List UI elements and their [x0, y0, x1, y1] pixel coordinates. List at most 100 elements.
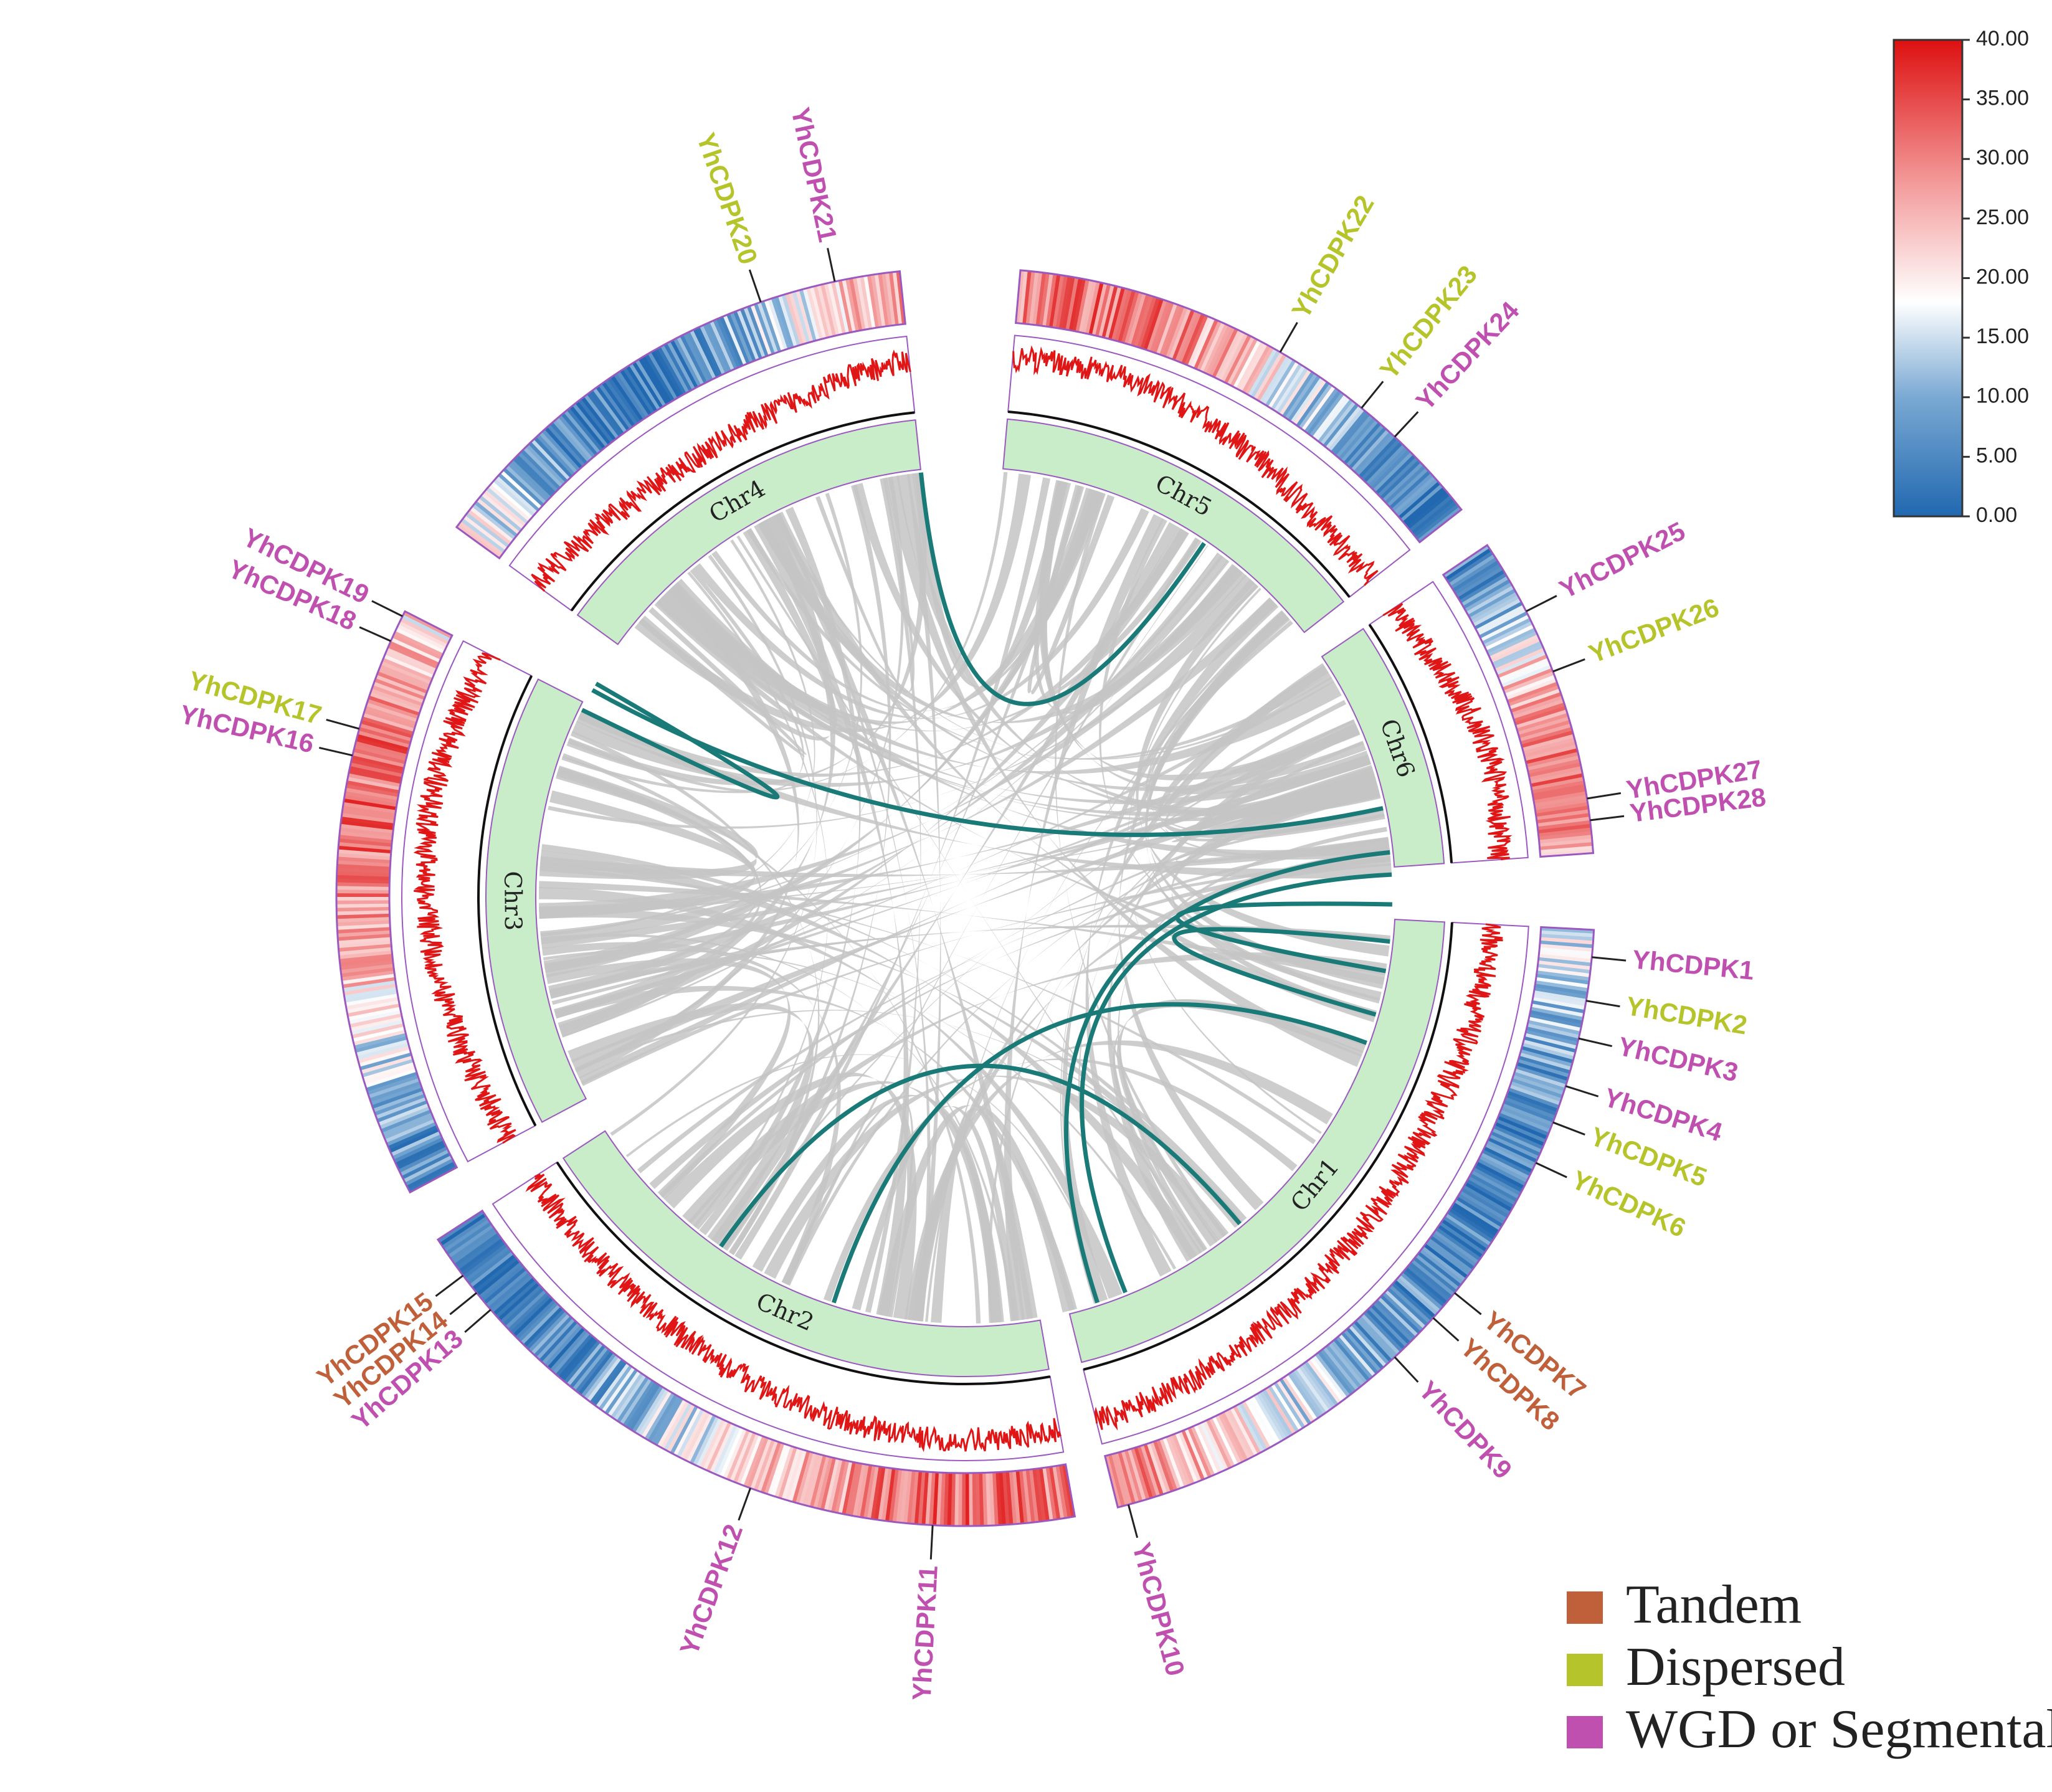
heatmap-bin [1433, 1230, 1479, 1264]
heatmap-bin [352, 1026, 405, 1042]
heatmap-bin [467, 1248, 512, 1284]
heatmap-bin [1407, 492, 1451, 530]
heatmap-bin [1474, 1164, 1523, 1193]
heatmap-bin [1309, 392, 1345, 437]
gene-leader-line [1535, 1162, 1567, 1178]
heatmap-bin [1209, 1418, 1235, 1467]
heatmap-bin [1062, 1464, 1075, 1517]
track-axis [477, 675, 537, 1127]
heatmap-bin [1341, 1332, 1379, 1375]
heatmap-bin [1441, 1219, 1488, 1253]
heatmap-bin [1072, 278, 1086, 332]
heatmap-bin [1194, 319, 1219, 370]
heatmap-bin [348, 1006, 401, 1021]
heatmap-bin [566, 407, 604, 452]
gene-leader-line [435, 1274, 464, 1297]
heatmap-bin [895, 1469, 906, 1523]
chromosome-band [1068, 919, 1445, 1363]
heatmap-bin [1196, 1423, 1222, 1474]
heatmap-bin [878, 273, 890, 327]
heatmap-bin [660, 344, 690, 393]
synteny-ribbon [687, 571, 829, 1228]
legend-item-tandem: Tandem [1567, 1575, 1802, 1635]
heatmap-border [1103, 926, 1595, 1509]
heatmap-bin [1459, 572, 1508, 604]
heatmap-bin [936, 1472, 943, 1526]
heatmap-bin [1351, 1322, 1390, 1365]
heatmap-bin [1497, 1116, 1548, 1140]
heatmap-bin [771, 297, 792, 349]
heatmap-bin [337, 923, 391, 930]
heatmap-bin [1307, 390, 1342, 435]
heatmap-bin [561, 412, 599, 456]
heatmap-bin [508, 462, 549, 502]
heatmap-bin [1527, 759, 1580, 775]
heatmap-bin [1325, 405, 1362, 450]
synteny-ribbon [669, 537, 1202, 731]
heatmap-bin [1452, 560, 1499, 592]
heatmap-bin [351, 754, 404, 771]
heatmap-bin [1035, 272, 1047, 326]
heatmap-bin [386, 1121, 437, 1147]
heatmap-bin [367, 698, 419, 719]
synteny-ribbon [682, 952, 1387, 1224]
heatmap-bin [558, 1335, 596, 1379]
heatmap-bin [995, 1472, 1002, 1525]
heatmap-bin [360, 1055, 413, 1074]
heatmap-bin [899, 1469, 909, 1524]
colorbar-ticks: 40.00 35.00 30.00 25.00 20.00 15.00 10.00 5.00 0… [1962, 27, 2029, 527]
heatmap-bin [497, 1282, 540, 1321]
heatmap-bin [338, 933, 391, 941]
heatmap-bin [396, 1143, 447, 1170]
heatmap-bin [892, 272, 903, 325]
heatmap-bin [1509, 688, 1561, 710]
heatmap-bin [458, 521, 504, 556]
heatmap-bin [663, 343, 693, 392]
heatmap-bin [1323, 403, 1359, 448]
heatmap-bin [533, 1316, 573, 1357]
heatmap-bin [712, 1424, 738, 1475]
heatmap-bin [1028, 1469, 1039, 1522]
heatmap-bin [1244, 1399, 1274, 1448]
heatmap-bin [1537, 817, 1590, 828]
heatmap-bin [805, 1454, 824, 1507]
heatmap-bin [346, 996, 399, 1010]
heatmap-bin [552, 1331, 591, 1375]
heatmap-bin [1159, 1438, 1181, 1490]
heatmap-bin [1276, 367, 1309, 414]
heatmap-bin [792, 291, 810, 343]
heatmap-bin [403, 1155, 452, 1183]
heatmap-bin [472, 1254, 516, 1291]
heatmap-bin [1149, 1441, 1171, 1494]
synteny-ribbon [1146, 620, 1375, 813]
heatmap-bin [1177, 1431, 1202, 1482]
heatmap-bin [336, 893, 390, 897]
heatmap-bin [921, 1471, 929, 1525]
synteny-ribbon [906, 473, 941, 1322]
heatmap-bin [354, 1032, 407, 1050]
legend-swatch [1567, 1716, 1603, 1748]
heatmap-bin [343, 983, 397, 995]
heatmap-bin [381, 1109, 432, 1133]
heatmap-bin [1417, 506, 1462, 543]
gene-leader-line [1394, 411, 1419, 438]
heatmap-bin [592, 387, 627, 433]
heatmap-bin [1365, 1309, 1405, 1350]
heatmap-bin [1519, 723, 1572, 742]
heatmap-bin [1273, 365, 1306, 412]
heatmap-bin [756, 1440, 778, 1492]
heatmap-bin [341, 973, 396, 985]
heatmap-bin [1273, 1382, 1306, 1429]
heatmap-bin [788, 292, 807, 344]
heatmap-bin [1220, 1411, 1248, 1461]
heatmap-bin [486, 486, 529, 524]
heatmap-bin [1248, 348, 1278, 397]
heatmap-bin [374, 678, 425, 700]
synteny-ribbon [736, 535, 1207, 1251]
heatmap-bin [1501, 1106, 1552, 1130]
heatmap-bin [447, 1224, 494, 1258]
heatmap-bin [462, 1243, 508, 1279]
heatmap-bin [505, 465, 547, 505]
heatmap-bin [1197, 320, 1222, 371]
heatmap-bin [1101, 285, 1119, 338]
